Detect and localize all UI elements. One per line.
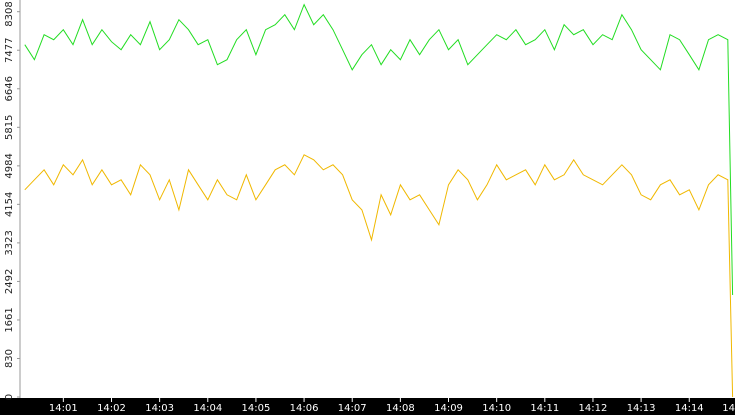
y-tick-label: 7477 [4, 38, 15, 63]
line-series [24, 154, 734, 398]
y-tick-label: 4154 [4, 192, 15, 217]
x-tick-label: 14:10 [482, 403, 511, 414]
x-tick-label: 14:05 [242, 403, 271, 414]
x-tick-label: 14:14 [675, 403, 704, 414]
y-tick-label: 6646 [4, 76, 15, 101]
y-tick-label: 2492 [4, 269, 15, 294]
y-tick-label: 5815 [4, 115, 15, 140]
y-tick-label: 8308 [4, 1, 15, 26]
x-tick-label: 14:03 [145, 403, 174, 414]
x-tick-label: 14:13 [627, 403, 656, 414]
x-tick-label: 14:07 [338, 403, 367, 414]
y-tick-label: 830 [4, 349, 15, 368]
x-tick-label: 14:01 [49, 403, 78, 414]
y-tick-label: 1661 [4, 307, 15, 332]
x-tick-label: 14:02 [97, 403, 126, 414]
x-tick-label: 14:06 [290, 403, 319, 414]
line-series [24, 3, 734, 296]
x-tick-label: 14 [722, 403, 735, 414]
y-tick-label: 0 [4, 394, 15, 400]
x-tick-label: 14:09 [434, 403, 463, 414]
x-tick-label: 14:11 [530, 403, 559, 414]
y-tick-label: 4984 [4, 153, 15, 178]
x-tick-label: 14:08 [386, 403, 415, 414]
y-tick-label: 3323 [4, 230, 15, 255]
x-tick-label: 14:04 [193, 403, 222, 414]
x-tick-label: 14:12 [579, 403, 608, 414]
x-axis-bar [0, 398, 735, 415]
